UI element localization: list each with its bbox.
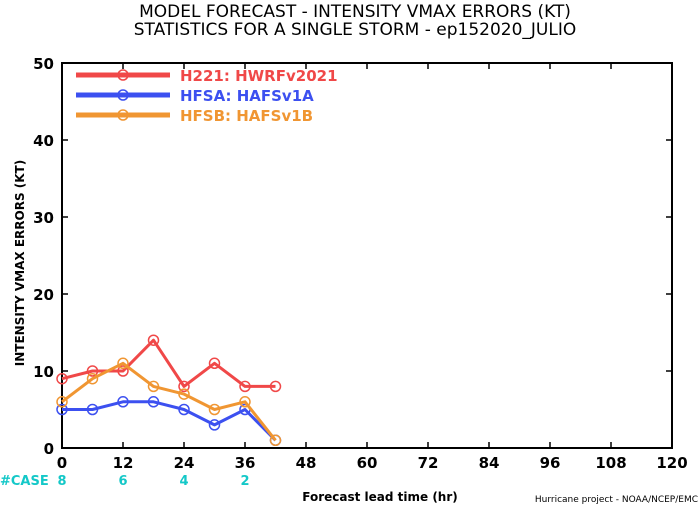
x-tick-label: 36 (235, 454, 256, 472)
x-tick-label: 24 (174, 454, 195, 472)
y-tick-label: 10 (33, 363, 54, 381)
x-tick-label: 0 (57, 454, 67, 472)
y-tick-label: 0 (44, 440, 54, 458)
x-tick-label: 12 (113, 454, 134, 472)
data-point-3 (56, 396, 68, 408)
case-count-label: #CASE (0, 474, 49, 489)
series-layer (56, 334, 282, 447)
y-tick-label: 40 (33, 132, 54, 150)
data-point-1 (178, 380, 190, 393)
data-point-3 (86, 372, 99, 385)
y-tick-label: 20 (33, 286, 54, 304)
series-line-2 (62, 400, 277, 442)
data-point-1 (208, 357, 221, 370)
chart-title: MODEL FORECAST - INTENSITY VMAX ERRORS (… (139, 2, 571, 22)
data-point-2 (147, 396, 160, 408)
case-counts: #CASE 8 6 4 2 (0, 474, 250, 489)
x-tick-label: 84 (479, 454, 500, 472)
x-tick-label: 48 (296, 454, 317, 472)
data-point-3 (239, 396, 251, 408)
data-point-3 (117, 357, 129, 370)
data-point-1 (56, 372, 68, 385)
chart-subtitle: STATISTICS FOR A SINGLE STORM - ep152020… (134, 20, 576, 40)
case-count-value: 2 (240, 474, 249, 489)
legend-marker-2 (117, 89, 129, 101)
data-point-3 (269, 434, 282, 447)
x-tick-label: 108 (595, 454, 626, 472)
x-tick-label: 72 (418, 454, 439, 472)
x-tick-label: 96 (540, 454, 561, 472)
case-count-value: 8 (57, 474, 66, 489)
legend-label-1: H221: HWRFv2021 (180, 67, 338, 85)
x-axis-label: Forecast lead time (hr) (302, 490, 458, 504)
plot-frame (61, 62, 673, 449)
case-count-value: 6 (118, 474, 127, 489)
data-point-3 (178, 388, 190, 400)
y-tick-label: 50 (33, 55, 54, 73)
legend-marker-1 (117, 69, 129, 81)
plot-border (61, 62, 673, 449)
data-point-3 (147, 380, 160, 393)
series-line-3 (61, 361, 277, 442)
data-point-2 (178, 403, 190, 416)
data-point-1 (147, 334, 160, 346)
data-point-1 (269, 380, 282, 393)
data-point-2 (208, 419, 221, 431)
data-point-2 (117, 396, 129, 408)
case-count-value: 4 (179, 474, 188, 489)
data-point-2 (86, 403, 99, 416)
x-tick-label: 60 (357, 454, 378, 472)
x-tick-label: 120 (656, 454, 687, 472)
data-point-3 (208, 403, 221, 416)
legend-marker-3 (117, 109, 129, 121)
data-point-2 (56, 403, 68, 416)
y-axis-label: INTENSITY VMAX ERRORS (KT) (13, 160, 27, 366)
credit-text: Hurricane project - NOAA/NCEP/EMC (535, 495, 698, 505)
data-point-1 (117, 365, 129, 377)
legend-label-2: HFSA: HAFSv1A (180, 87, 314, 105)
data-point-1 (86, 365, 99, 377)
data-point-1 (239, 380, 251, 393)
legend-label-3: HFSB: HAFSv1B (180, 107, 313, 125)
axis-ticks: 0 12 24 36 48 60 72 84 96 108 120 0 10 20 30 40 50 (33, 55, 688, 472)
y-tick-label: 30 (33, 209, 54, 227)
legend: H221: HWRFv2021 HFSA: HAFSv1A HFSB: HAFSv1… (76, 67, 338, 125)
